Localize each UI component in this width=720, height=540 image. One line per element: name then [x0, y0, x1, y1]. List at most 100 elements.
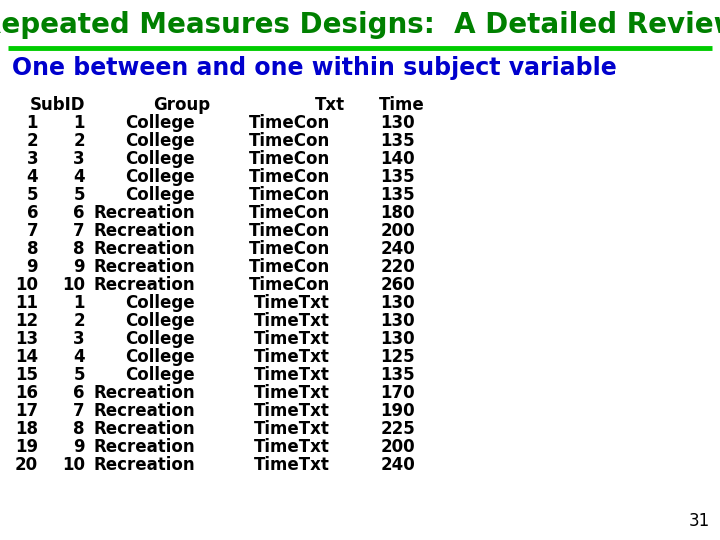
Text: 15: 15	[15, 366, 38, 384]
Text: 18: 18	[15, 420, 38, 438]
Text: 4: 4	[73, 348, 85, 366]
Text: College: College	[125, 132, 195, 150]
Text: 4: 4	[27, 168, 38, 186]
Text: 12: 12	[15, 312, 38, 330]
Text: Time: Time	[379, 96, 425, 114]
Text: 125: 125	[380, 348, 415, 366]
Text: TimeCon: TimeCon	[248, 240, 330, 258]
Text: 190: 190	[380, 402, 415, 420]
Text: 2: 2	[73, 132, 85, 150]
Text: College: College	[125, 294, 195, 312]
Text: 240: 240	[380, 240, 415, 258]
Text: TimeTxt: TimeTxt	[254, 294, 330, 312]
Text: 6: 6	[27, 204, 38, 222]
Text: 225: 225	[380, 420, 415, 438]
Text: TimeCon: TimeCon	[248, 114, 330, 132]
Text: Txt: Txt	[315, 96, 345, 114]
Text: 6: 6	[73, 384, 85, 402]
Text: 10: 10	[62, 456, 85, 474]
Text: TimeCon: TimeCon	[248, 186, 330, 204]
Text: 1: 1	[27, 114, 38, 132]
Text: Recreation: Recreation	[94, 402, 195, 420]
Text: Repeated Measures Designs:  A Detailed Review: Repeated Measures Designs: A Detailed Re…	[0, 11, 720, 39]
Text: 7: 7	[27, 222, 38, 240]
Text: 220: 220	[380, 258, 415, 276]
Text: Recreation: Recreation	[94, 276, 195, 294]
Text: 170: 170	[380, 384, 415, 402]
Text: 8: 8	[27, 240, 38, 258]
Text: 14: 14	[15, 348, 38, 366]
Text: 4: 4	[73, 168, 85, 186]
Text: 13: 13	[15, 330, 38, 348]
Text: 135: 135	[380, 168, 415, 186]
Text: 8: 8	[73, 420, 85, 438]
Text: 5: 5	[73, 366, 85, 384]
Text: 180: 180	[380, 204, 415, 222]
Text: TimeTxt: TimeTxt	[254, 348, 330, 366]
Text: TimeTxt: TimeTxt	[254, 420, 330, 438]
Text: 3: 3	[73, 330, 85, 348]
Text: 9: 9	[73, 258, 85, 276]
Text: TimeCon: TimeCon	[248, 222, 330, 240]
Text: TimeCon: TimeCon	[248, 204, 330, 222]
Text: TimeCon: TimeCon	[248, 132, 330, 150]
Text: 6: 6	[73, 204, 85, 222]
Text: 17: 17	[15, 402, 38, 420]
Text: One between and one within subject variable: One between and one within subject varia…	[12, 56, 617, 80]
Text: 240: 240	[380, 456, 415, 474]
Text: Recreation: Recreation	[94, 420, 195, 438]
Text: TimeTxt: TimeTxt	[254, 366, 330, 384]
Text: Recreation: Recreation	[94, 222, 195, 240]
Text: 200: 200	[380, 222, 415, 240]
Text: 11: 11	[15, 294, 38, 312]
Text: 9: 9	[27, 258, 38, 276]
Text: College: College	[125, 366, 195, 384]
Text: 2: 2	[73, 312, 85, 330]
Text: College: College	[125, 150, 195, 168]
Text: Recreation: Recreation	[94, 204, 195, 222]
Text: College: College	[125, 348, 195, 366]
Text: 5: 5	[73, 186, 85, 204]
Text: SubID: SubID	[30, 96, 85, 114]
Text: 130: 130	[380, 294, 415, 312]
Text: 7: 7	[73, 402, 85, 420]
Text: TimeTxt: TimeTxt	[254, 330, 330, 348]
Text: Recreation: Recreation	[94, 384, 195, 402]
Text: 19: 19	[15, 438, 38, 456]
Text: TimeTxt: TimeTxt	[254, 456, 330, 474]
Text: Recreation: Recreation	[94, 456, 195, 474]
Text: TimeCon: TimeCon	[248, 276, 330, 294]
Text: Group: Group	[153, 96, 210, 114]
Text: 135: 135	[380, 132, 415, 150]
Text: TimeTxt: TimeTxt	[254, 402, 330, 420]
Text: 16: 16	[15, 384, 38, 402]
Text: 3: 3	[73, 150, 85, 168]
Text: 5: 5	[27, 186, 38, 204]
Text: TimeCon: TimeCon	[248, 168, 330, 186]
Text: 200: 200	[380, 438, 415, 456]
Text: 140: 140	[380, 150, 415, 168]
Text: 2: 2	[27, 132, 38, 150]
Text: 20: 20	[15, 456, 38, 474]
Text: 130: 130	[380, 312, 415, 330]
Text: 1: 1	[73, 294, 85, 312]
Text: Recreation: Recreation	[94, 240, 195, 258]
Text: 10: 10	[62, 276, 85, 294]
Text: 130: 130	[380, 114, 415, 132]
Text: College: College	[125, 186, 195, 204]
Text: TimeCon: TimeCon	[248, 258, 330, 276]
Text: Recreation: Recreation	[94, 258, 195, 276]
Text: 9: 9	[73, 438, 85, 456]
Text: 10: 10	[15, 276, 38, 294]
Text: 3: 3	[27, 150, 38, 168]
Text: 31: 31	[689, 512, 710, 530]
Text: TimeCon: TimeCon	[248, 150, 330, 168]
Text: 8: 8	[73, 240, 85, 258]
Text: College: College	[125, 168, 195, 186]
Text: 260: 260	[380, 276, 415, 294]
Text: 135: 135	[380, 366, 415, 384]
Text: TimeTxt: TimeTxt	[254, 384, 330, 402]
Text: 7: 7	[73, 222, 85, 240]
Text: College: College	[125, 114, 195, 132]
Text: TimeTxt: TimeTxt	[254, 438, 330, 456]
